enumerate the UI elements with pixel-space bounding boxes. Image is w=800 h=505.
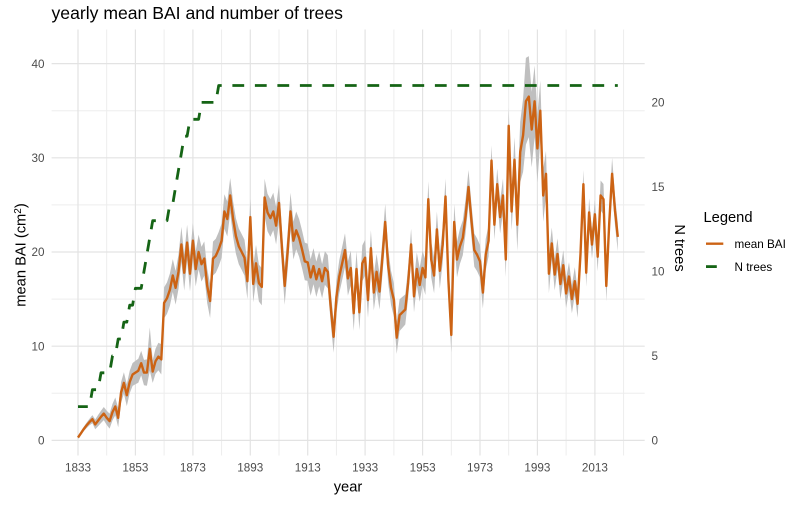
svg-text:15: 15 [652, 181, 666, 194]
svg-text:mean BAI (cm2): mean BAI (cm2) [13, 203, 30, 307]
svg-text:20: 20 [31, 246, 45, 259]
svg-text:1973: 1973 [467, 462, 493, 475]
svg-text:20: 20 [652, 97, 666, 110]
svg-text:year: year [334, 480, 363, 496]
svg-text:N trees: N trees [671, 224, 687, 271]
svg-text:1873: 1873 [180, 462, 206, 475]
svg-text:2013: 2013 [582, 462, 608, 475]
svg-text:30: 30 [31, 152, 45, 165]
svg-text:10: 10 [31, 340, 45, 353]
svg-text:1893: 1893 [237, 462, 263, 475]
svg-text:N trees: N trees [735, 261, 773, 274]
svg-text:1833: 1833 [65, 462, 91, 475]
svg-text:Legend: Legend [704, 210, 753, 226]
svg-text:1953: 1953 [410, 462, 436, 475]
svg-text:5: 5 [652, 350, 659, 363]
svg-text:1993: 1993 [524, 462, 550, 475]
svg-text:1853: 1853 [122, 462, 148, 475]
svg-text:10: 10 [652, 266, 666, 279]
svg-text:1913: 1913 [295, 462, 321, 475]
svg-text:0: 0 [652, 435, 659, 448]
svg-text:mean BAI: mean BAI [735, 238, 786, 251]
svg-text:40: 40 [31, 58, 45, 71]
svg-text:1933: 1933 [352, 462, 378, 475]
svg-text:yearly mean BAI and number of: yearly mean BAI and number of trees [52, 3, 344, 23]
svg-text:0: 0 [38, 435, 45, 448]
